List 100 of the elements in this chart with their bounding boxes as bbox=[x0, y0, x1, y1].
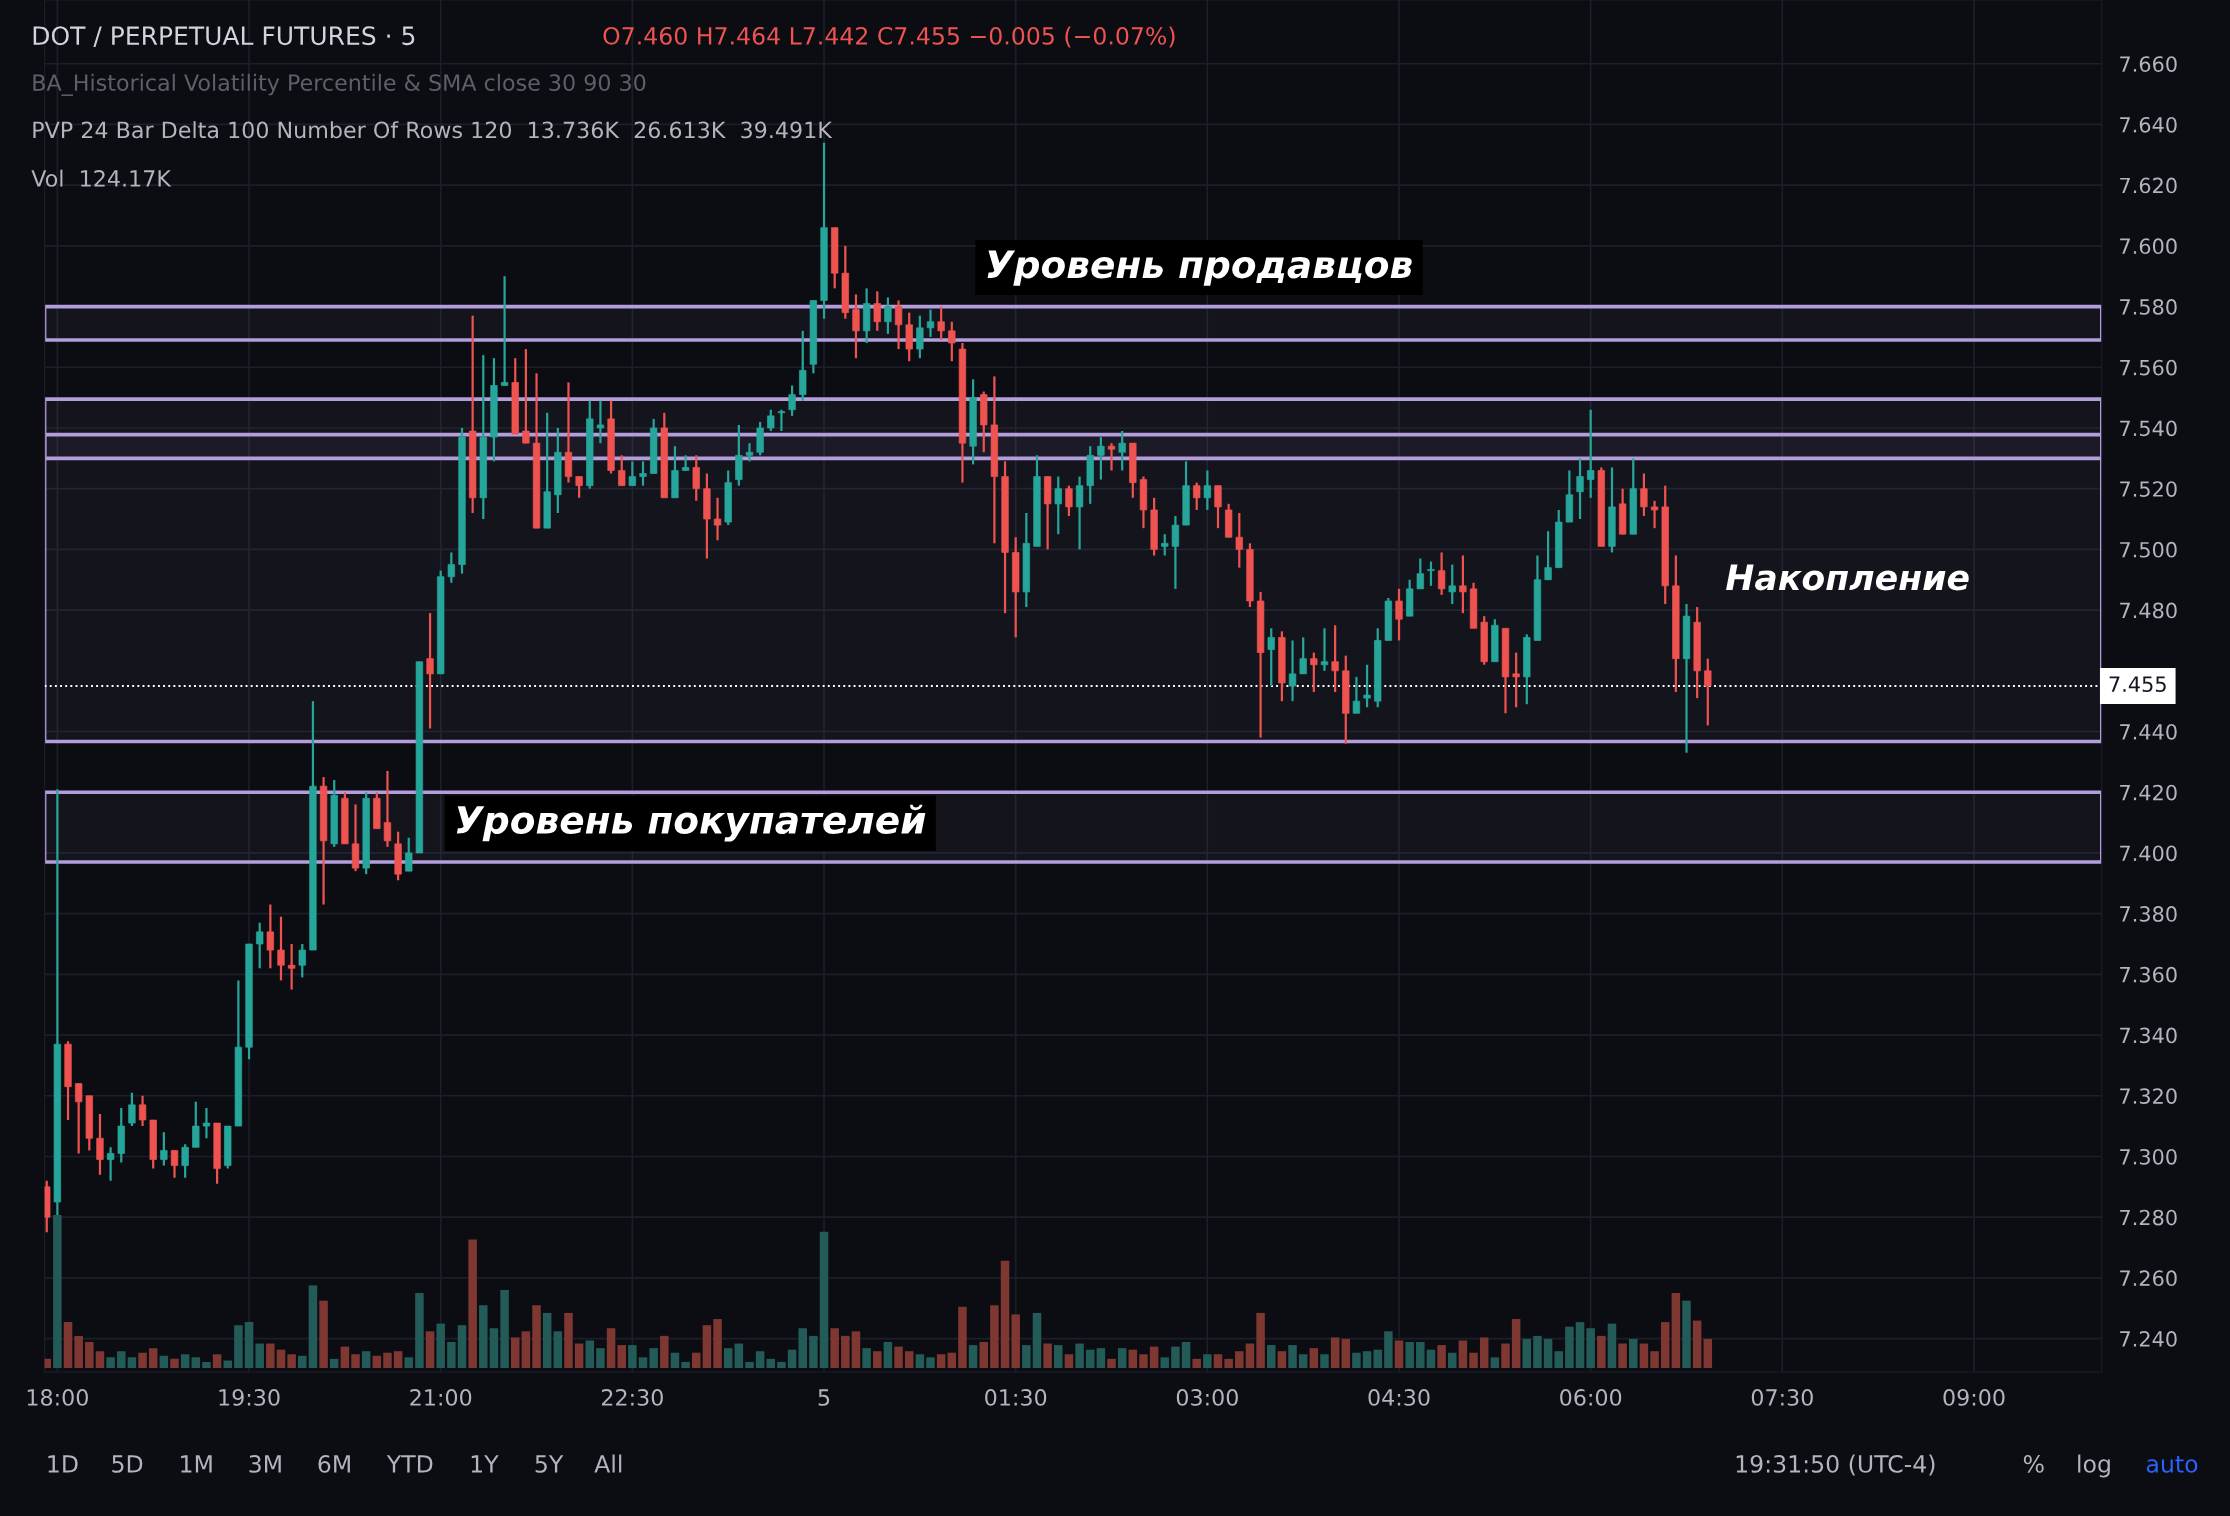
candlestick bbox=[1427, 560, 1435, 587]
candlestick bbox=[277, 915, 285, 982]
bar bbox=[468, 1239, 477, 1369]
bar bbox=[819, 1231, 829, 1369]
x-tick-label: 03:00 bbox=[1176, 1389, 1238, 1406]
bar bbox=[936, 1354, 946, 1369]
x-tick-label: 21:00 bbox=[410, 1389, 472, 1406]
bar bbox=[479, 1305, 488, 1369]
candlestick bbox=[926, 308, 935, 339]
bar bbox=[1565, 1326, 1574, 1369]
text: 1M bbox=[181, 1455, 212, 1473]
candlestick bbox=[1331, 624, 1339, 694]
candlestick bbox=[522, 347, 530, 445]
text: YTD bbox=[386, 1455, 433, 1473]
annotation: Vol 124.17K bbox=[31, 169, 172, 187]
candlestick bbox=[1214, 484, 1222, 530]
bar bbox=[1096, 1348, 1106, 1369]
candlestick bbox=[256, 921, 264, 970]
bar bbox=[500, 1289, 509, 1369]
bar bbox=[1458, 1340, 1468, 1369]
y-tick-label: 7.380 bbox=[2120, 906, 2177, 922]
candlestick bbox=[1097, 435, 1105, 481]
bar bbox=[521, 1331, 531, 1369]
candlestick bbox=[767, 408, 775, 433]
bar bbox=[308, 1285, 318, 1369]
bar bbox=[691, 1352, 701, 1369]
y-tick-label: 7.560 bbox=[2120, 359, 2177, 376]
bar bbox=[319, 1300, 328, 1369]
text: log bbox=[2078, 1454, 2110, 1478]
candlestick bbox=[777, 408, 786, 433]
bar bbox=[841, 1335, 850, 1369]
bar bbox=[1245, 1343, 1255, 1369]
x-tick-label: 07:30 bbox=[1751, 1389, 1813, 1406]
candlestick bbox=[1288, 639, 1297, 703]
bar bbox=[106, 1357, 115, 1369]
bar bbox=[1469, 1352, 1478, 1369]
bar bbox=[95, 1351, 105, 1369]
bar bbox=[361, 1351, 371, 1369]
candlestick bbox=[75, 1082, 83, 1155]
bar bbox=[127, 1357, 137, 1369]
bar bbox=[862, 1348, 871, 1369]
bar bbox=[276, 1349, 286, 1369]
y-tick-label: 7.260 bbox=[2120, 1270, 2177, 1287]
bar bbox=[1107, 1358, 1116, 1369]
bar bbox=[1320, 1354, 1329, 1369]
bar bbox=[63, 1322, 73, 1369]
text: All bbox=[594, 1454, 622, 1473]
bar bbox=[1298, 1354, 1308, 1369]
bar bbox=[1692, 1320, 1702, 1369]
bar bbox=[372, 1355, 382, 1369]
candlestick bbox=[1320, 627, 1329, 672]
bar bbox=[755, 1351, 765, 1369]
bar bbox=[1043, 1343, 1052, 1369]
bar bbox=[968, 1345, 978, 1369]
bar bbox=[1054, 1345, 1063, 1369]
candlestick bbox=[713, 496, 722, 542]
bar bbox=[1022, 1345, 1031, 1369]
candlestick bbox=[852, 293, 860, 360]
bar bbox=[702, 1325, 712, 1369]
bar bbox=[660, 1335, 669, 1369]
candlestick bbox=[1161, 533, 1169, 557]
bar bbox=[553, 1331, 563, 1369]
bar bbox=[798, 1328, 807, 1369]
x-tick-label: 06:00 bbox=[1560, 1389, 1622, 1406]
candlestick bbox=[639, 460, 647, 487]
annotation: BA_Historical Volatility Percentile & SMA close 30 90 30 bbox=[33, 73, 646, 96]
candlestick bbox=[1448, 563, 1456, 606]
candlestick bbox=[1299, 636, 1307, 675]
candlestick bbox=[1171, 514, 1180, 590]
text: 5D bbox=[112, 1455, 143, 1473]
bar bbox=[1586, 1328, 1595, 1369]
candlestick bbox=[916, 314, 924, 360]
bar bbox=[1373, 1349, 1382, 1369]
bar bbox=[415, 1293, 424, 1369]
bar bbox=[1650, 1351, 1659, 1369]
candlestick bbox=[1650, 499, 1659, 530]
candlestick bbox=[106, 1146, 115, 1182]
bar bbox=[510, 1337, 520, 1369]
annotation: O7.460 H7.464 L7.442 C7.455 −0.005 (−0.07%) bbox=[603, 26, 1175, 48]
bar bbox=[404, 1357, 414, 1369]
bar bbox=[1394, 1340, 1404, 1369]
bar bbox=[1128, 1349, 1138, 1369]
bar bbox=[1426, 1349, 1436, 1369]
text: 3M bbox=[249, 1454, 281, 1473]
candlestick bbox=[266, 903, 274, 970]
candlestick bbox=[1437, 551, 1446, 597]
bar bbox=[1352, 1352, 1361, 1369]
bar bbox=[1501, 1343, 1510, 1369]
bar bbox=[1437, 1345, 1446, 1369]
candlestick bbox=[1640, 472, 1648, 518]
candlestick bbox=[1704, 657, 1712, 727]
bar bbox=[787, 1349, 797, 1369]
bar bbox=[1011, 1314, 1020, 1369]
bar bbox=[180, 1354, 190, 1369]
bar bbox=[1117, 1348, 1127, 1369]
x-tick-label: 18:00 bbox=[27, 1389, 88, 1406]
bar bbox=[1533, 1335, 1542, 1369]
bar bbox=[1064, 1354, 1074, 1369]
bar bbox=[85, 1342, 94, 1369]
bar bbox=[1511, 1319, 1521, 1369]
